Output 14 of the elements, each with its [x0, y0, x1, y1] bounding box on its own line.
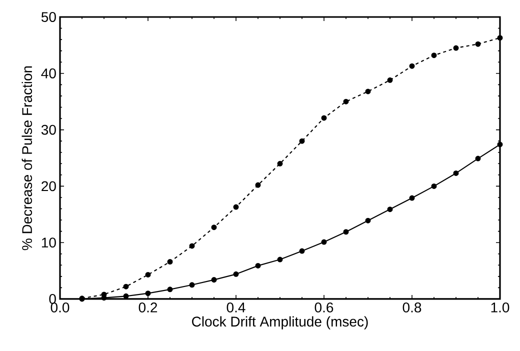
x-axis-title: Clock Drift Amplitude (msec)	[192, 316, 368, 330]
y-tick-label: 10	[42, 238, 56, 248]
x-tick-label: 0.8	[402, 302, 422, 312]
x-tick-label: 0.0	[50, 302, 70, 312]
y-tick-label: 20	[42, 181, 56, 192]
y-tick-label: 40	[41, 68, 56, 78]
x-tick-label: 0.6	[314, 302, 334, 312]
y-tick-label: 0	[49, 294, 56, 304]
y-tick-label: 50	[41, 12, 56, 22]
x-tick-label: 0.4	[226, 302, 246, 312]
y-tick-label: 30	[41, 124, 56, 135]
x-tick-label: 0.2	[138, 302, 158, 312]
y-axis-title: % Decrease of Pulse Fraction	[22, 66, 32, 250]
x-tick-label: 1.0	[491, 302, 510, 312]
